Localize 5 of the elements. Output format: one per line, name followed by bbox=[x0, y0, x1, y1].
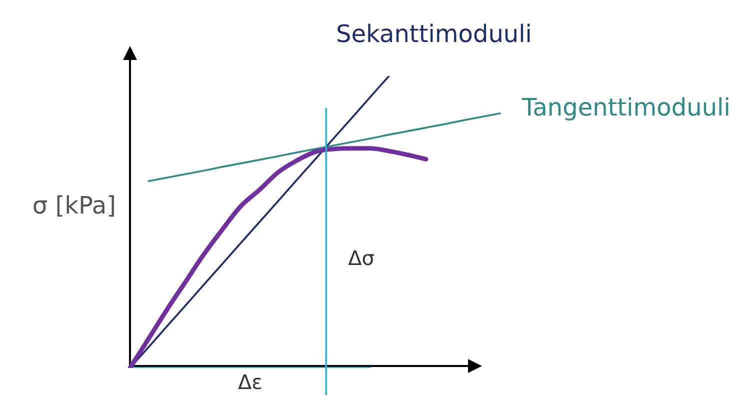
annotation: Δσ bbox=[348, 246, 375, 270]
text: Δε bbox=[238, 370, 262, 394]
text: Sekanttimoduuli bbox=[336, 20, 532, 48]
series-label: Tangenttimoduuli bbox=[521, 94, 730, 122]
y-axis-title: σ [kPa] bbox=[32, 192, 116, 220]
